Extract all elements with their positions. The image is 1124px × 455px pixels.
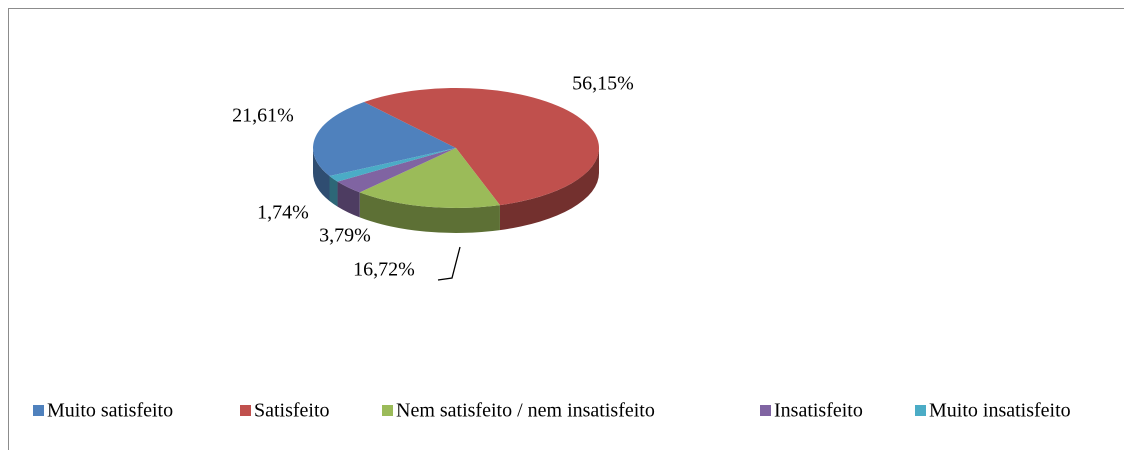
legend-swatch [33, 405, 44, 416]
legend-label: Insatisfeito [774, 400, 863, 422]
data-label: 3,79% [319, 225, 371, 247]
legend-label: Satisfeito [254, 400, 330, 422]
legend-label: Muito insatisfeito [929, 400, 1071, 422]
legend-swatch [915, 405, 926, 416]
data-label: 56,15% [572, 73, 634, 95]
legend-label: Nem satisfeito / nem insatisfeito [396, 400, 655, 422]
data-label: 16,72% [353, 259, 415, 281]
legend-label: Muito satisfeito [47, 400, 173, 422]
legend-swatch [382, 405, 393, 416]
data-label: 21,61% [232, 105, 294, 127]
data-label: 1,74% [257, 202, 309, 224]
legend-swatch [240, 405, 251, 416]
legend-swatch [760, 405, 771, 416]
pie-tops [313, 88, 599, 208]
